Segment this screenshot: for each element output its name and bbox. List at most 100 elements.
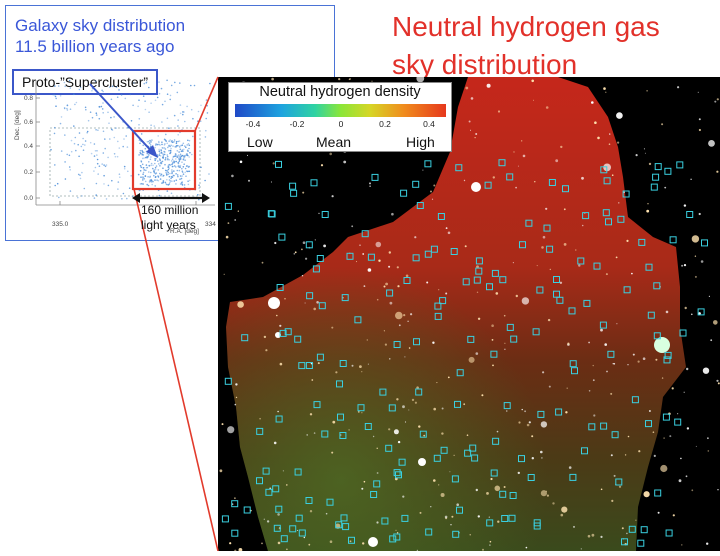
star bbox=[672, 514, 675, 517]
galaxy-marker bbox=[339, 432, 347, 439]
star bbox=[691, 313, 693, 316]
star bbox=[263, 518, 265, 520]
star bbox=[376, 521, 379, 524]
galaxy-marker bbox=[385, 444, 393, 452]
galaxy-marker bbox=[305, 241, 313, 249]
galaxy-marker bbox=[294, 468, 302, 476]
star bbox=[237, 301, 244, 308]
star bbox=[680, 457, 682, 460]
star bbox=[407, 320, 409, 322]
galaxy-marker bbox=[450, 248, 458, 255]
star bbox=[616, 323, 618, 325]
star bbox=[265, 349, 268, 352]
galaxy-marker bbox=[267, 210, 275, 218]
star bbox=[561, 506, 568, 513]
star bbox=[713, 320, 718, 325]
star bbox=[691, 489, 694, 492]
star bbox=[306, 434, 308, 436]
star bbox=[227, 426, 235, 434]
galaxy-marker bbox=[367, 253, 375, 261]
galaxy-marker bbox=[298, 529, 306, 537]
star bbox=[423, 434, 426, 437]
star bbox=[335, 371, 338, 374]
star bbox=[235, 383, 238, 386]
star bbox=[331, 195, 334, 198]
star bbox=[683, 264, 687, 267]
star bbox=[396, 398, 399, 401]
star bbox=[616, 112, 623, 119]
galaxy-marker bbox=[364, 423, 372, 430]
colorbar-tick: 0.4 bbox=[423, 119, 435, 129]
galaxy-marker bbox=[645, 263, 653, 271]
star bbox=[451, 515, 454, 518]
galaxy-marker bbox=[509, 492, 517, 499]
star bbox=[560, 513, 564, 517]
star bbox=[664, 186, 667, 189]
galaxy-marker bbox=[654, 163, 662, 171]
bright-star bbox=[418, 458, 426, 466]
star bbox=[647, 203, 649, 205]
galaxy-marker bbox=[621, 538, 628, 546]
star bbox=[717, 489, 719, 491]
galaxy-marker bbox=[467, 335, 475, 343]
galaxy-marker bbox=[486, 519, 494, 527]
star bbox=[351, 364, 354, 367]
galaxy-marker bbox=[412, 254, 420, 262]
star bbox=[404, 421, 407, 423]
star bbox=[438, 484, 440, 486]
galaxy-marker bbox=[615, 478, 623, 486]
galaxy-marker bbox=[525, 219, 533, 227]
galaxy-marker bbox=[600, 422, 608, 430]
star bbox=[277, 410, 279, 413]
star bbox=[470, 129, 471, 131]
galaxy-marker bbox=[665, 529, 673, 537]
galaxy-marker bbox=[503, 402, 511, 410]
star bbox=[714, 100, 717, 103]
star bbox=[263, 335, 267, 339]
star bbox=[304, 302, 306, 304]
galaxy-marker bbox=[456, 369, 464, 377]
galaxy-marker bbox=[611, 431, 619, 439]
star bbox=[710, 339, 713, 342]
galaxy-marker bbox=[224, 202, 232, 210]
galaxy-marker bbox=[316, 353, 324, 361]
galaxy-marker bbox=[280, 535, 288, 543]
galaxy-marker bbox=[569, 360, 577, 368]
galaxy-marker bbox=[415, 388, 423, 396]
star bbox=[234, 219, 237, 221]
main-title: Neutral hydrogen gas sky distribution bbox=[392, 8, 660, 84]
star bbox=[491, 339, 494, 341]
star bbox=[261, 542, 263, 545]
star bbox=[549, 268, 551, 271]
galaxy-marker bbox=[533, 519, 541, 527]
galaxy-marker bbox=[490, 350, 498, 358]
star bbox=[302, 241, 306, 244]
star bbox=[332, 420, 336, 424]
star bbox=[403, 314, 406, 317]
star bbox=[320, 164, 324, 167]
star bbox=[430, 506, 432, 508]
star bbox=[518, 421, 521, 424]
star bbox=[219, 469, 223, 473]
star bbox=[610, 392, 613, 395]
star bbox=[646, 90, 648, 92]
colorbar-title: Neutral hydrogen density bbox=[259, 84, 421, 100]
galaxy-marker bbox=[439, 297, 447, 305]
galaxy-marker bbox=[569, 473, 577, 481]
star bbox=[661, 377, 664, 379]
galaxy-marker bbox=[298, 362, 306, 370]
galaxy-marker bbox=[243, 506, 251, 514]
star bbox=[504, 342, 506, 344]
star bbox=[464, 245, 467, 248]
star bbox=[521, 408, 523, 411]
galaxy-marker bbox=[388, 404, 396, 412]
star bbox=[329, 540, 333, 543]
star bbox=[385, 282, 388, 286]
star bbox=[638, 450, 641, 453]
star bbox=[613, 363, 616, 365]
star bbox=[282, 470, 284, 472]
star bbox=[707, 450, 710, 452]
star bbox=[383, 285, 386, 288]
star bbox=[239, 160, 243, 164]
star bbox=[524, 410, 526, 413]
